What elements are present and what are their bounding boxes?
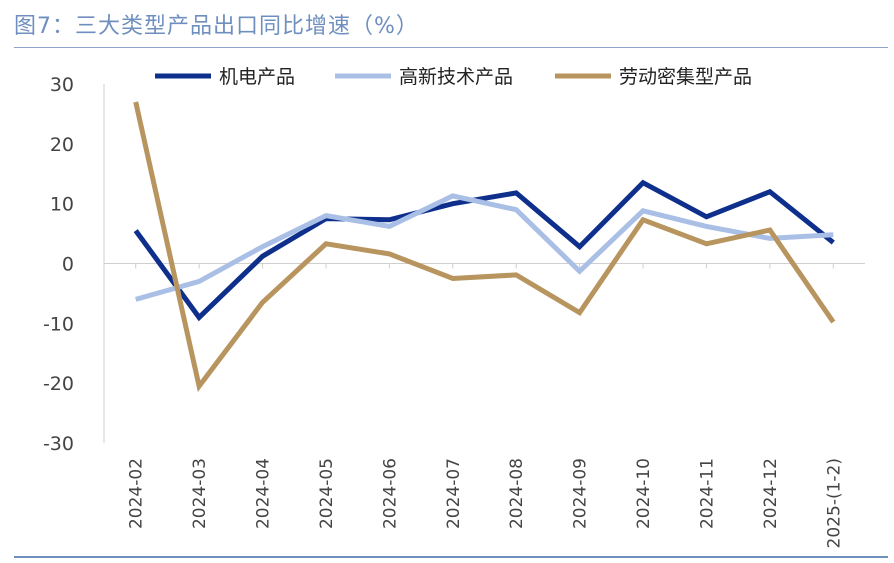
y-tick-label: 10	[50, 194, 74, 216]
legend-label: 机电产品	[219, 66, 295, 88]
legend-label: 高新技术产品	[399, 66, 513, 88]
page-title: 图7：三大类型产品出口同比增速（%）	[14, 14, 419, 39]
x-tick-label: 2024-06	[380, 458, 400, 529]
x-tick-label: 2024-08	[507, 458, 527, 529]
x-tick-label: 2025-(1-2)	[824, 458, 844, 548]
chart-series	[133, 101, 836, 393]
x-tick-label: 2024-10	[634, 458, 654, 529]
x-tick-label: 2024-07	[444, 458, 464, 529]
x-tick-label: 2024-12	[761, 458, 781, 529]
y-tick-label: 30	[50, 74, 74, 96]
series-line-1	[135, 193, 834, 302]
x-tick-label: 2024-04	[254, 458, 274, 529]
x-tick-label: 2024-05	[317, 458, 337, 529]
legend-label: 劳动密集型产品	[619, 66, 752, 88]
series-line-0	[133, 179, 835, 322]
bottom-divider	[14, 556, 888, 558]
chart-legend: 机电产品 高新技术产品 劳动密集型产品	[155, 66, 752, 88]
y-tick-label: -10	[43, 313, 74, 335]
x-tick-label: 2024-11	[697, 458, 717, 529]
y-tick-label: -30	[43, 433, 74, 455]
x-tick-label: 2024-02	[127, 458, 147, 529]
y-tick-label: 20	[50, 134, 74, 156]
x-tick-label: 2024-03	[190, 458, 210, 529]
title-divider	[14, 47, 888, 48]
x-tick-label: 2024-09	[571, 458, 591, 529]
chart-axes: 30 20 10 0 -10 -20 -30 2024-02 2024-03 2024-04 202…	[43, 74, 865, 548]
y-tick-label: -20	[43, 373, 74, 395]
series-line-2	[133, 101, 836, 393]
y-tick-label: 0	[62, 254, 74, 276]
